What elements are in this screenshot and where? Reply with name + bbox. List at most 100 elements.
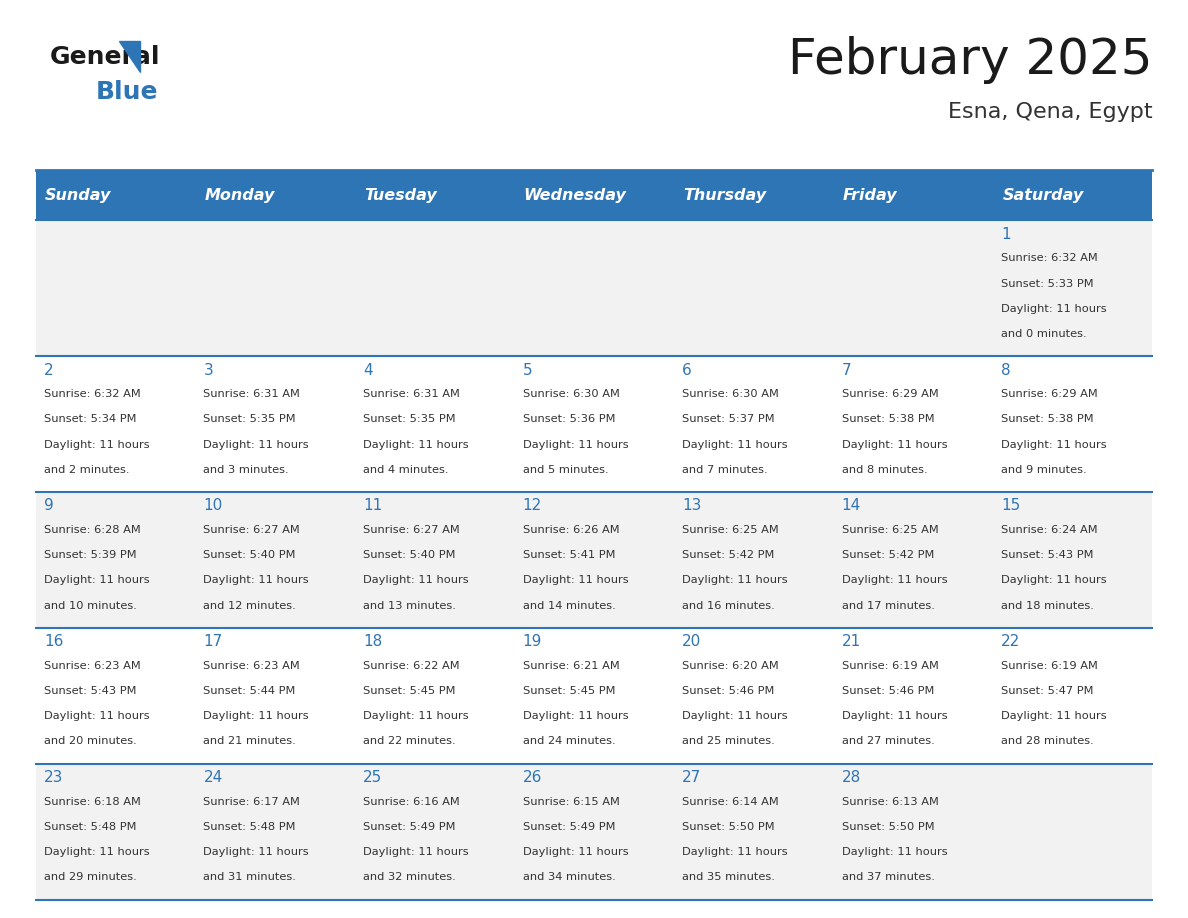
Text: and 18 minutes.: and 18 minutes. [1001,600,1094,610]
Text: and 5 minutes.: and 5 minutes. [523,465,608,475]
Bar [993,220,1152,356]
Text: Sunrise: 6:32 AM: Sunrise: 6:32 AM [44,389,140,399]
Text: Daylight: 11 hours: Daylight: 11 hours [364,847,468,857]
Text: Sunrise: 6:27 AM: Sunrise: 6:27 AM [203,525,301,535]
Bar [674,356,833,492]
Text: Sunset: 5:42 PM: Sunset: 5:42 PM [682,550,775,560]
Bar [833,628,993,764]
Bar [355,764,514,900]
Text: Sunrise: 6:25 AM: Sunrise: 6:25 AM [682,525,779,535]
Text: Sunrise: 6:24 AM: Sunrise: 6:24 AM [1001,525,1098,535]
Text: Sunrise: 6:29 AM: Sunrise: 6:29 AM [1001,389,1098,399]
Text: and 22 minutes.: and 22 minutes. [364,736,456,746]
Text: Sunrise: 6:14 AM: Sunrise: 6:14 AM [682,797,779,807]
Text: Daylight: 11 hours: Daylight: 11 hours [364,576,468,586]
Text: Sunrise: 6:29 AM: Sunrise: 6:29 AM [841,389,939,399]
Text: and 34 minutes.: and 34 minutes. [523,872,615,882]
Text: and 31 minutes.: and 31 minutes. [203,872,296,882]
Text: Sunset: 5:35 PM: Sunset: 5:35 PM [364,414,456,424]
Text: Daylight: 11 hours: Daylight: 11 hours [682,576,788,586]
Text: 6: 6 [682,363,691,377]
Bar [674,220,833,356]
Text: and 9 minutes.: and 9 minutes. [1001,465,1087,475]
Text: Sunrise: 6:31 AM: Sunrise: 6:31 AM [364,389,460,399]
Text: Sunset: 5:44 PM: Sunset: 5:44 PM [203,686,296,696]
Text: 23: 23 [44,770,63,785]
Text: Esna, Qena, Egypt: Esna, Qena, Egypt [948,102,1152,122]
Bar [833,492,993,628]
Text: Daylight: 11 hours: Daylight: 11 hours [364,711,468,722]
Bar [993,170,1152,220]
Text: 28: 28 [841,770,861,785]
Bar [195,628,355,764]
Bar [833,170,993,220]
Text: Daylight: 11 hours: Daylight: 11 hours [1001,304,1107,314]
Text: and 29 minutes.: and 29 minutes. [44,872,137,882]
Text: 15: 15 [1001,498,1020,513]
Text: 4: 4 [364,363,373,377]
Text: Thursday: Thursday [683,187,766,203]
Text: Sunrise: 6:15 AM: Sunrise: 6:15 AM [523,797,619,807]
Text: Sunset: 5:50 PM: Sunset: 5:50 PM [841,822,934,832]
Text: Sunrise: 6:31 AM: Sunrise: 6:31 AM [203,389,301,399]
Text: Daylight: 11 hours: Daylight: 11 hours [203,847,309,857]
Text: Sunset: 5:39 PM: Sunset: 5:39 PM [44,550,137,560]
Text: 18: 18 [364,634,383,649]
Text: Sunset: 5:37 PM: Sunset: 5:37 PM [682,414,775,424]
Bar [993,356,1152,492]
Text: Blue: Blue [96,80,159,104]
Text: Sunrise: 6:19 AM: Sunrise: 6:19 AM [841,661,939,671]
Text: Sunrise: 6:20 AM: Sunrise: 6:20 AM [682,661,779,671]
Text: Sunrise: 6:23 AM: Sunrise: 6:23 AM [203,661,301,671]
Bar [36,492,195,628]
Text: Sunrise: 6:30 AM: Sunrise: 6:30 AM [682,389,779,399]
Bar [355,492,514,628]
Text: Saturday: Saturday [1003,187,1083,203]
Text: and 32 minutes.: and 32 minutes. [364,872,456,882]
Text: Sunset: 5:33 PM: Sunset: 5:33 PM [1001,278,1094,288]
Text: 17: 17 [203,634,222,649]
Text: Sunrise: 6:16 AM: Sunrise: 6:16 AM [364,797,460,807]
Text: Daylight: 11 hours: Daylight: 11 hours [682,440,788,450]
Text: and 37 minutes.: and 37 minutes. [841,872,935,882]
Bar [36,170,195,220]
Text: Daylight: 11 hours: Daylight: 11 hours [682,847,788,857]
Text: Monday: Monday [204,187,276,203]
Text: and 2 minutes.: and 2 minutes. [44,465,129,475]
Text: Daylight: 11 hours: Daylight: 11 hours [841,847,947,857]
Text: Sunrise: 6:22 AM: Sunrise: 6:22 AM [364,661,460,671]
Text: Daylight: 11 hours: Daylight: 11 hours [1001,576,1107,586]
Text: and 17 minutes.: and 17 minutes. [841,600,935,610]
Text: and 16 minutes.: and 16 minutes. [682,600,775,610]
Text: Sunset: 5:46 PM: Sunset: 5:46 PM [841,686,934,696]
Bar [674,492,833,628]
Text: Daylight: 11 hours: Daylight: 11 hours [203,440,309,450]
Text: 16: 16 [44,634,63,649]
Bar [355,356,514,492]
Bar [514,220,674,356]
Bar [36,764,195,900]
Text: Daylight: 11 hours: Daylight: 11 hours [1001,440,1107,450]
Bar [833,764,993,900]
Text: Sunset: 5:40 PM: Sunset: 5:40 PM [364,550,455,560]
Text: and 35 minutes.: and 35 minutes. [682,872,775,882]
Text: Sunset: 5:46 PM: Sunset: 5:46 PM [682,686,775,696]
Text: Sunset: 5:38 PM: Sunset: 5:38 PM [841,414,934,424]
Text: 22: 22 [1001,634,1020,649]
Text: Sunrise: 6:23 AM: Sunrise: 6:23 AM [44,661,140,671]
Bar [514,492,674,628]
Text: Sunset: 5:49 PM: Sunset: 5:49 PM [523,822,615,832]
Text: Daylight: 11 hours: Daylight: 11 hours [841,711,947,722]
Text: Sunset: 5:41 PM: Sunset: 5:41 PM [523,550,615,560]
Text: Sunrise: 6:21 AM: Sunrise: 6:21 AM [523,661,619,671]
Bar [674,764,833,900]
Text: Daylight: 11 hours: Daylight: 11 hours [682,711,788,722]
Text: 27: 27 [682,770,701,785]
Bar [993,764,1152,900]
Text: Sunset: 5:38 PM: Sunset: 5:38 PM [1001,414,1094,424]
Text: Wednesday: Wednesday [524,187,626,203]
Text: and 20 minutes.: and 20 minutes. [44,736,137,746]
Text: 3: 3 [203,363,213,377]
Text: and 10 minutes.: and 10 minutes. [44,600,137,610]
Text: 9: 9 [44,498,53,513]
